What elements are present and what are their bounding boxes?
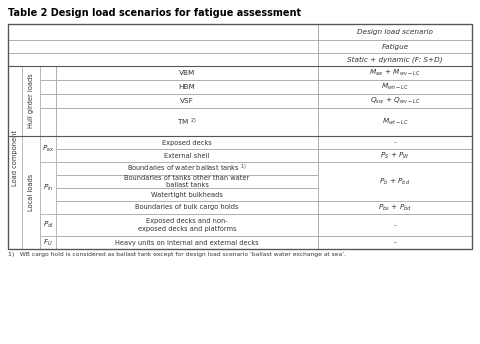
- Bar: [40, 66, 56, 80]
- Text: Load component: Load component: [12, 129, 18, 185]
- Text: Design load scenario: Design load scenario: [357, 29, 433, 35]
- Bar: [22, 136, 40, 249]
- Bar: [8, 24, 318, 40]
- Bar: [40, 94, 56, 108]
- Text: -: -: [394, 239, 396, 246]
- Text: VBM: VBM: [179, 70, 195, 76]
- Text: Heavy units on internal and external decks: Heavy units on internal and external dec…: [115, 239, 259, 246]
- Text: $Q_{sw}$ + $Q_{wv-LC}$: $Q_{sw}$ + $Q_{wv-LC}$: [370, 96, 420, 106]
- Bar: [318, 236, 472, 249]
- Bar: [8, 40, 318, 53]
- Text: Watertight bulkheads: Watertight bulkheads: [151, 192, 223, 197]
- Bar: [318, 80, 472, 94]
- Bar: [56, 80, 318, 94]
- Bar: [8, 66, 22, 249]
- Bar: [56, 214, 318, 236]
- Text: -: -: [394, 140, 396, 146]
- Bar: [318, 201, 472, 214]
- Text: $P_S$ + $P_W$: $P_S$ + $P_W$: [380, 150, 410, 161]
- Bar: [56, 162, 318, 175]
- Bar: [56, 108, 318, 136]
- Text: Boundaries of tanks other than water
ballast tanks: Boundaries of tanks other than water bal…: [124, 175, 250, 188]
- Text: Exposed decks and non-
exposed decks and platforms: Exposed decks and non- exposed decks and…: [138, 218, 236, 232]
- Bar: [40, 80, 56, 94]
- Text: $P_{ex}$: $P_{ex}$: [42, 144, 54, 154]
- Text: $P_b$ + $P_{bd}$: $P_b$ + $P_{bd}$: [379, 176, 410, 186]
- Bar: [318, 53, 472, 66]
- Text: $P_{dl}$: $P_{dl}$: [43, 220, 53, 230]
- Bar: [318, 136, 472, 149]
- Text: $P_{bs}$ + $P_{bd}$: $P_{bs}$ + $P_{bd}$: [378, 202, 412, 213]
- Bar: [56, 149, 318, 162]
- Bar: [318, 175, 472, 188]
- Bar: [40, 136, 56, 162]
- Bar: [318, 66, 472, 80]
- Text: Fatigue: Fatigue: [382, 43, 408, 50]
- Bar: [40, 236, 56, 249]
- Bar: [318, 40, 472, 53]
- Text: $M_{sw}$ + $M_{wv-LC}$: $M_{sw}$ + $M_{wv-LC}$: [369, 68, 421, 78]
- Bar: [318, 162, 472, 175]
- Text: External shell: External shell: [164, 152, 210, 159]
- Text: VSF: VSF: [180, 98, 194, 104]
- Text: $F_U$: $F_U$: [43, 237, 53, 248]
- Bar: [56, 66, 318, 80]
- Text: -: -: [394, 222, 396, 228]
- Bar: [56, 136, 318, 149]
- Text: Boundaries of bulk cargo holds: Boundaries of bulk cargo holds: [135, 204, 239, 211]
- Text: Exposed decks: Exposed decks: [162, 140, 212, 146]
- Bar: [22, 66, 40, 136]
- Text: Boundaries of water ballast tanks $^{1)}$: Boundaries of water ballast tanks $^{1)}…: [127, 163, 247, 174]
- Bar: [40, 162, 56, 214]
- Bar: [318, 188, 472, 201]
- Bar: [40, 214, 56, 236]
- Bar: [56, 175, 318, 188]
- Bar: [318, 214, 472, 236]
- Text: $P_{in}$: $P_{in}$: [43, 183, 53, 193]
- Bar: [40, 108, 56, 136]
- Text: 1)   WB cargo hold is considered as ballast tank except for design load scenario: 1) WB cargo hold is considered as ballas…: [8, 252, 346, 257]
- Text: Local loads: Local loads: [28, 174, 34, 211]
- Text: $M_{wt-LC}$: $M_{wt-LC}$: [382, 117, 408, 127]
- Bar: [8, 53, 318, 66]
- Bar: [56, 201, 318, 214]
- Text: Hull girder loads: Hull girder loads: [28, 74, 34, 128]
- Bar: [56, 94, 318, 108]
- Text: Table 2 Design load scenarios for fatigue assessment: Table 2 Design load scenarios for fatigu…: [8, 8, 301, 18]
- Bar: [56, 236, 318, 249]
- Text: Static + dynamic (F: S+D): Static + dynamic (F: S+D): [347, 56, 443, 63]
- Bar: [8, 24, 318, 66]
- Bar: [318, 162, 472, 201]
- Text: $M_{wh-LC}$: $M_{wh-LC}$: [381, 82, 409, 92]
- Bar: [318, 149, 472, 162]
- Bar: [318, 24, 472, 40]
- Text: HBM: HBM: [179, 84, 195, 90]
- Bar: [8, 24, 472, 249]
- Bar: [318, 94, 472, 108]
- Bar: [8, 24, 472, 249]
- Bar: [56, 188, 318, 201]
- Bar: [318, 108, 472, 136]
- Text: TM $^{2)}$: TM $^{2)}$: [177, 116, 197, 128]
